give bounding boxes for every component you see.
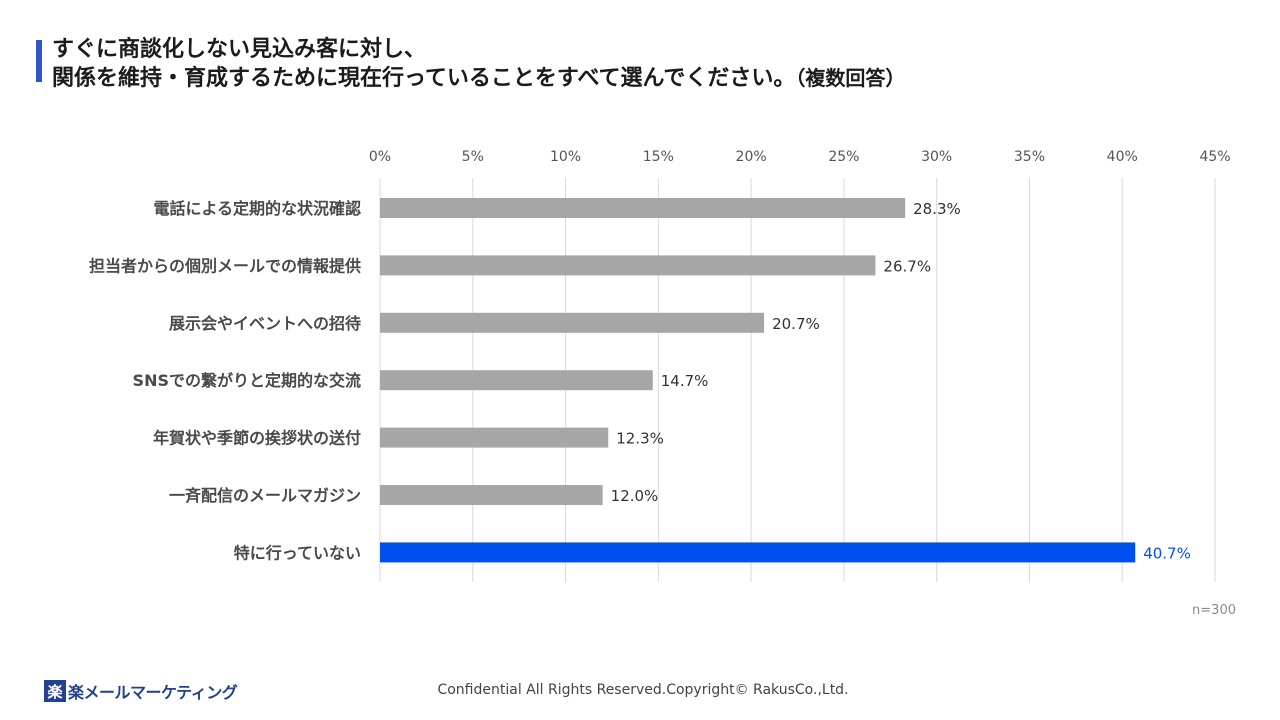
data-label: 14.7% bbox=[661, 372, 709, 390]
brand-logo: 楽 楽メールマーケティング bbox=[44, 679, 238, 703]
bar bbox=[380, 370, 653, 391]
x-tick-label: 20% bbox=[736, 149, 767, 165]
footer-copyright: Confidential All Rights Reserved.Copyrig… bbox=[437, 682, 849, 698]
data-label: 20.7% bbox=[772, 315, 820, 333]
title-note: （複数回答） bbox=[795, 66, 906, 90]
category-label: 電話による定期的な状況確認 bbox=[153, 199, 361, 218]
bar bbox=[380, 542, 1136, 563]
data-label: 28.3% bbox=[913, 200, 961, 218]
category-label: 担当者からの個別メールでの情報提供 bbox=[89, 256, 361, 275]
category-label: SNSでの繋がりと定期的な交流 bbox=[133, 371, 361, 390]
x-tick-label: 35% bbox=[1014, 149, 1045, 165]
x-tick-label: 40% bbox=[1107, 149, 1138, 165]
category-label: 特に行っていない bbox=[234, 543, 361, 562]
bar bbox=[380, 485, 603, 505]
category-label: 一斉配信のメールマガジン bbox=[169, 486, 361, 505]
logo-mark-icon: 楽 bbox=[44, 680, 66, 702]
data-label: 26.7% bbox=[883, 257, 931, 275]
sample-size-label: n=300 bbox=[1192, 603, 1236, 618]
data-label: 12.3% bbox=[616, 430, 664, 448]
x-tick-label: 45% bbox=[1199, 149, 1230, 165]
data-label: 12.0% bbox=[611, 487, 659, 505]
x-tick-label: 15% bbox=[643, 149, 674, 165]
title-line-2: 関係を維持・育成するために現在行っていることをすべて選んでください。 bbox=[52, 66, 796, 91]
data-label: 40.7% bbox=[1143, 544, 1191, 562]
x-tick-label: 30% bbox=[921, 149, 952, 165]
title-accent-bar bbox=[36, 40, 42, 82]
category-label: 年賀状や季節の挨拶状の送付 bbox=[153, 429, 361, 448]
page-title: すぐに商談化しない見込み客に対し、 関係を維持・育成するために現在行っていること… bbox=[52, 36, 1252, 93]
x-tick-label: 10% bbox=[550, 149, 581, 165]
bar bbox=[380, 312, 765, 333]
bar bbox=[380, 427, 609, 448]
title-line-1: すぐに商談化しない見込み客に対し、 bbox=[52, 37, 427, 62]
x-tick-label: 0% bbox=[369, 149, 391, 165]
bar bbox=[380, 198, 906, 218]
logo-text: 楽メールマーケティング bbox=[68, 683, 238, 702]
category-label: 展示会やイベントへの招待 bbox=[169, 314, 361, 333]
x-tick-label: 5% bbox=[462, 149, 484, 165]
x-tick-label: 25% bbox=[828, 149, 859, 165]
bar bbox=[380, 255, 876, 276]
